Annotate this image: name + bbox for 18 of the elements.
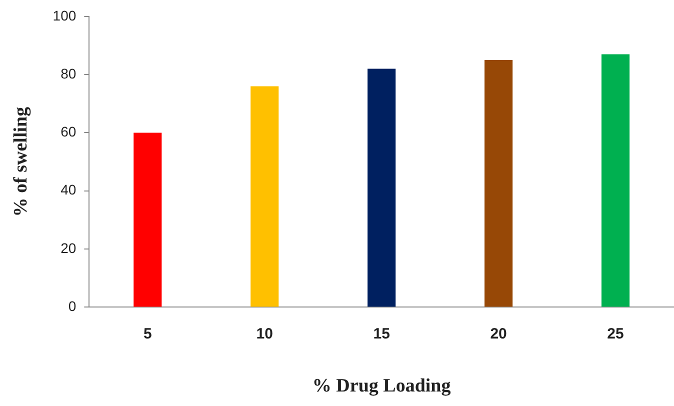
y-tick-label: 60: [60, 124, 76, 140]
x-tick-label: 25: [607, 325, 624, 342]
x-tick-label: 5: [143, 325, 152, 342]
x-tick-label: 10: [256, 325, 273, 342]
x-tick-label: 15: [373, 325, 390, 342]
bar: [601, 54, 630, 307]
bar: [484, 60, 513, 307]
y-tick-label: 40: [60, 182, 76, 198]
bar: [368, 68, 396, 307]
bar: [134, 132, 162, 307]
y-tick-label: 20: [60, 240, 76, 256]
x-axis-title: % Drug Loading: [312, 376, 452, 397]
x-tick-label: 20: [490, 325, 507, 342]
y-tick-label: 80: [60, 65, 76, 82]
bar: [250, 86, 279, 307]
y-axis-title: % of swelling: [10, 106, 32, 217]
y-tick-label: 100: [52, 7, 76, 24]
y-tick-label: 0: [68, 298, 76, 314]
